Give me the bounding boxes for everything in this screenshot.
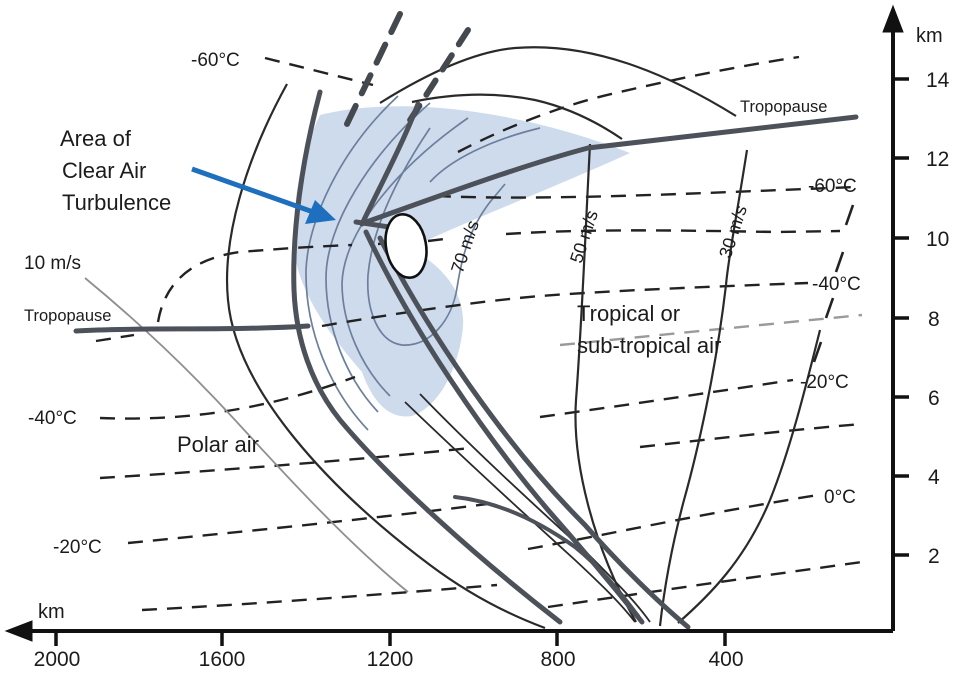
- isotach-label-50: 50 m/s: [566, 208, 602, 266]
- y-tick-label-2: 2: [928, 545, 940, 568]
- isotherm-label-minus20-left: -20°C: [53, 537, 102, 558]
- shear-contour-3: [341, 117, 469, 397]
- x-axis-arrowhead: [4, 620, 33, 642]
- region-label-tropical-line1: Tropical or: [577, 301, 680, 326]
- outer-arc-right: [677, 329, 822, 624]
- y-tick-label-14: 14: [926, 69, 950, 92]
- crescent-outer-thick: [291, 89, 563, 625]
- jet-core-ellipse: [384, 212, 428, 280]
- isotherm-minus10-right: [639, 422, 863, 449]
- isotherm-minus30-right: [559, 313, 863, 347]
- break-dash-line-1: [343, 11, 403, 129]
- isotherm-low-left: [141, 583, 498, 612]
- isotherm-minus20-right: [539, 378, 794, 419]
- slash-mark-2: [834, 251, 845, 273]
- jet-core: [384, 212, 428, 280]
- top-arc-inner: [411, 93, 623, 140]
- y-tick-label-12: 12: [926, 148, 949, 171]
- isotherm-minus30-left: [99, 446, 471, 480]
- x-tick-label-1200: 1200: [367, 648, 414, 671]
- top-arc-outer: [379, 46, 737, 117]
- slash-mark-3: [824, 297, 835, 319]
- y-tick-label-4: 4: [928, 466, 940, 489]
- tropopause-left-line: [73, 323, 311, 334]
- isotherm-label-minus60-left: -60°C: [191, 50, 240, 71]
- tropopause-front-lines: [73, 89, 859, 630]
- cat-arrow-shaft: [191, 166, 317, 216]
- x-tick-label-1600: 1600: [199, 648, 246, 671]
- region-label-tropical-line2: sub-tropical air: [577, 333, 721, 358]
- cat-arrow: [191, 166, 336, 224]
- front-parallel-contour-1: [404, 401, 636, 623]
- axes: [4, 4, 909, 646]
- y-axis-ticks: [893, 77, 909, 557]
- isotherm-minus60-upper-right: [457, 55, 800, 154]
- tropopause-label-right: Tropopause: [740, 98, 827, 116]
- x-axis-ticks: [54, 631, 727, 646]
- isotherm-minus60-right: [435, 185, 857, 199]
- region-label-polar: Polar air: [177, 432, 259, 457]
- isotherm-label-minus40-right: -40°C: [812, 274, 861, 295]
- isotherm-slash-marks: [812, 204, 855, 363]
- x-tick-label-2000: 2000: [34, 648, 81, 671]
- y-tick-label-6: 6: [928, 387, 940, 410]
- isotherm-low-right: [547, 560, 863, 609]
- isotach-lines: [84, 46, 822, 630]
- x-tick-label-800: 800: [540, 648, 575, 671]
- shear-contour-1: [305, 95, 399, 431]
- cat-arrowhead-icon: [305, 200, 336, 224]
- front-line-3: [377, 235, 691, 630]
- isotherm-label-minus20-right: -20°C: [800, 372, 849, 393]
- isotherm-minus40-right: [321, 281, 809, 328]
- isotherm-label-zero-right: 0°C: [824, 487, 856, 508]
- y-tick-label-10: 10: [926, 228, 949, 251]
- isotherm-minus40-left: [99, 375, 356, 420]
- isotach-30-line: [658, 149, 749, 627]
- cat-area-shape: [294, 106, 630, 417]
- shear-contour-5: [429, 127, 541, 183]
- isotach-10-line: [84, 277, 409, 593]
- slash-mark-1: [844, 204, 855, 226]
- cat-label-line2: Clear Air: [62, 158, 146, 183]
- tropopause-label-left: Tropopause: [24, 307, 111, 325]
- shear-contour-2: [325, 102, 431, 413]
- cat-label-line1: Area of: [60, 126, 132, 151]
- x-axis-unit: km: [38, 601, 65, 623]
- x-tick-label-400: 400: [708, 648, 743, 671]
- isotherm-label-minus40-left: -40°C: [28, 408, 77, 429]
- cat-shaded-area: [294, 106, 630, 417]
- outer-arc-left: [225, 83, 546, 630]
- y-axis-arrowhead: [882, 4, 904, 33]
- cat-label-line3: Turbulence: [62, 190, 171, 215]
- isotherm-minus20-left: [127, 501, 496, 545]
- tropopause-fold-descent: [359, 101, 421, 227]
- isotach-label-10: 10 m/s: [24, 253, 81, 274]
- y-tick-label-8: 8: [928, 308, 940, 331]
- y-axis-unit: km: [916, 25, 943, 47]
- isotherm-minus60-left: [264, 56, 374, 87]
- front-branch: [453, 495, 640, 618]
- tropopause-right-line: [363, 114, 859, 225]
- slash-mark-4: [812, 341, 823, 363]
- isotherm-label-minus60-right: -60°C: [808, 176, 857, 197]
